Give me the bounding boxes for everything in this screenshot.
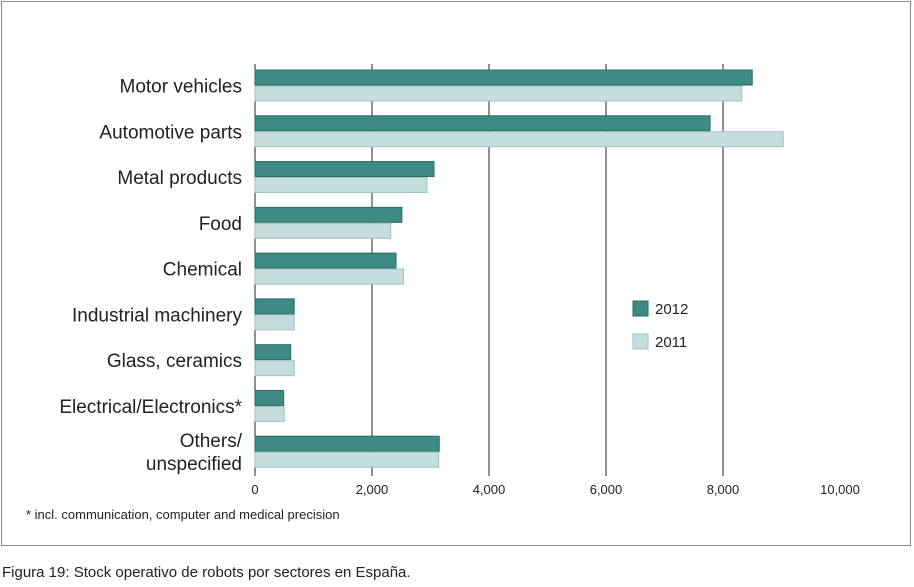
- bar-2011-0: [254, 85, 743, 102]
- bar-2012-7: [254, 389, 285, 406]
- category-label: Metal products: [117, 168, 242, 189]
- category-label: Glass, ceramics: [107, 351, 242, 372]
- category-label: Industrial machinery: [72, 305, 243, 326]
- x-tick-labels: 0 2,000 4,000 6,000 8,000 10,000: [251, 482, 860, 497]
- x-tick-label: 10,000: [820, 482, 860, 497]
- x-tick-label: 0: [251, 482, 258, 497]
- bar-2012-6: [254, 344, 292, 361]
- legend: 2012 2011: [632, 300, 688, 351]
- bar-2012-2: [254, 161, 435, 178]
- bar-2012-0: [254, 69, 753, 86]
- bar-2012-5: [254, 298, 295, 315]
- legend-swatch-2012: [632, 300, 649, 317]
- category-label: unspecified: [146, 454, 242, 475]
- legend-label-2012: 2012: [655, 301, 688, 318]
- bar-2012-8: [254, 435, 440, 452]
- bar-2011-1: [254, 131, 784, 148]
- category-label: Others/: [180, 431, 243, 452]
- bar-2011-3: [254, 222, 392, 239]
- bar-2012-1: [254, 115, 711, 132]
- bar-2011-2: [254, 177, 428, 194]
- bar-2011-8: [254, 451, 440, 468]
- legend-swatch-2011: [632, 333, 649, 350]
- x-tick-label: 2,000: [356, 482, 389, 497]
- footnote: * incl. communication, computer and medi…: [26, 507, 340, 522]
- category-label: Chemical: [163, 260, 242, 281]
- category-labels: Motor vehicles Automotive parts Metal prod…: [59, 77, 242, 476]
- category-label: Motor vehicles: [120, 77, 243, 98]
- legend-label-2011: 2011: [655, 334, 687, 351]
- x-tick-label: 8,000: [707, 482, 740, 497]
- bar-chart: Motor vehicles Automotive parts Metal prod…: [59, 64, 860, 497]
- category-label: Food: [199, 214, 242, 235]
- bar-2011-7: [254, 405, 285, 422]
- x-tick-label: 4,000: [473, 482, 506, 497]
- bar-2011-4: [254, 268, 405, 285]
- category-label: Automotive parts: [99, 122, 242, 143]
- chart-frame: Motor vehicles Automotive parts Metal prod…: [1, 1, 911, 546]
- bar-2012-4: [254, 252, 397, 269]
- bar-2012-3: [254, 206, 403, 223]
- x-tick-label: 6,000: [590, 482, 623, 497]
- bar-2011-5: [254, 314, 295, 331]
- category-label: Electrical/Electronics*: [59, 397, 242, 418]
- figure-caption: Figura 19: Stock operativo de robots por…: [2, 564, 411, 581]
- bar-2011-6: [254, 360, 295, 377]
- bars: [254, 69, 784, 468]
